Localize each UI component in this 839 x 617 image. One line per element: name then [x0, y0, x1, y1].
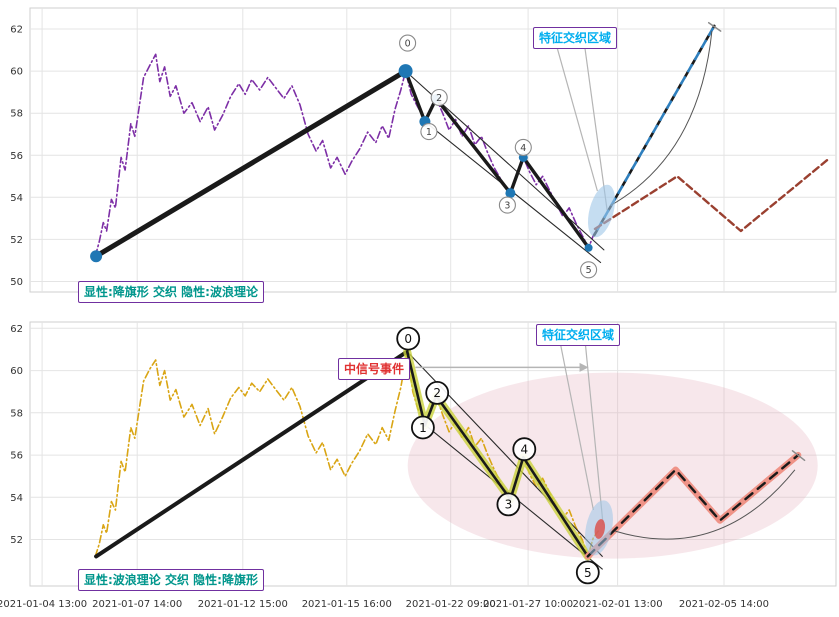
y-tick-label: 52: [10, 535, 23, 546]
wave-number: 2: [433, 386, 441, 400]
leader-line: [559, 342, 594, 511]
x-axis: 2021-01-04 13:00 2021-01-07 14:00 2021-01-…: [0, 599, 839, 615]
pivot-marker: [584, 243, 593, 252]
caption-bottom: 显性:波浪理论 交织 隐性:降旗形: [78, 569, 264, 591]
wave-number: 1: [426, 127, 432, 138]
wave-circle: [425, 381, 450, 405]
pivot-marker: [398, 64, 413, 79]
wave-number: 0: [404, 332, 412, 346]
wave-circle: [496, 492, 521, 517]
wave-circle: [498, 196, 516, 214]
x-tick-label: 2021-02-05 14:00: [678, 599, 770, 610]
y-tick-label: 58: [10, 109, 23, 120]
region-label-top: 特征交织区域: [533, 27, 618, 49]
price-chart-top: 50 52 54 56 58 60 62 0 1 2 3 4 5: [10, 7, 837, 293]
wave-number: 4: [520, 443, 528, 457]
wave-number: 5: [586, 265, 592, 276]
signal-dot-ellipse: [594, 519, 606, 539]
wave-circle: [575, 560, 600, 585]
plot-area: [29, 321, 837, 587]
wave-number: 0: [405, 39, 411, 50]
y-tick-label: 52: [10, 235, 23, 246]
interweave-ellipse: [587, 184, 616, 238]
forecast-end-tick: [791, 450, 806, 462]
wave-circle: [512, 437, 537, 462]
pivot-marker: [90, 250, 103, 263]
price-line: [94, 350, 600, 558]
forecast-zigzag-dash: [586, 453, 800, 558]
wave-circle: [410, 415, 435, 440]
wave-zigzag: [405, 350, 590, 558]
x-tick-label: 2021-02-01 13:00: [572, 599, 663, 610]
y-tick-label: 54: [10, 193, 23, 204]
wave-circle: [396, 326, 421, 351]
flag-zigzag: [403, 69, 591, 250]
caption-top: 显性:降旗形 交织 隐性:波浪理论: [78, 281, 264, 303]
annotation-arc: [615, 469, 796, 540]
y-tick-label: 62: [10, 25, 23, 36]
leader-line: [584, 343, 604, 525]
x-tick-label: 2021-01-27 10:00: [483, 599, 574, 610]
wave-number: 2: [436, 93, 442, 104]
wave-circle: [580, 261, 598, 279]
price-chart-bottom: 52 54 56 58 60 62 0 1 2 3 4 5: [10, 321, 837, 587]
x-tick-label: 2021-01-22 09:00: [405, 599, 496, 610]
y-tick-label: 54: [10, 493, 23, 504]
flag-pole: [94, 349, 410, 559]
flag-pole: [93, 68, 409, 259]
y-tick-label: 56: [10, 151, 23, 162]
wave-circle: [430, 88, 448, 107]
forecast-line-dark: [592, 24, 716, 237]
annotation-arc: [610, 31, 713, 207]
forecast-end-tick: [707, 21, 722, 32]
x-tick-label: 2021-01-12 15:00: [197, 599, 288, 610]
x-tick-label: 2021-01-04 13:00: [0, 599, 88, 610]
wave-circle: [420, 123, 438, 141]
y-tick-label: 60: [10, 366, 23, 377]
wave-circle: [399, 34, 417, 52]
x-tick-label: 2021-01-15 16:00: [301, 599, 392, 610]
wave-circle: [514, 138, 532, 156]
y-tick-label: 60: [10, 67, 23, 78]
region-label-bottom: 特征交织区域: [536, 324, 621, 346]
y-tick-label: 58: [10, 408, 23, 419]
wave-number: 5: [584, 566, 592, 580]
wave-number: 4: [520, 143, 526, 154]
x-tick-label: 2021-01-07 14:00: [92, 599, 183, 610]
pivot-marker: [505, 188, 516, 199]
forecast-zigzag-brown: [593, 158, 830, 233]
y-tick-label: 50: [10, 277, 23, 288]
y-tick-label: 56: [10, 451, 23, 462]
signal-arrow-head: [579, 362, 589, 372]
wave-number: 1: [419, 421, 427, 435]
wave-number: 3: [505, 498, 513, 512]
y-tick-label: 62: [10, 324, 23, 335]
leader-line: [583, 44, 608, 211]
leader-line: [555, 44, 598, 192]
wave-number: 3: [504, 201, 510, 212]
plot-area: [29, 7, 837, 293]
signal-event-label: 中信号事件: [338, 358, 411, 380]
